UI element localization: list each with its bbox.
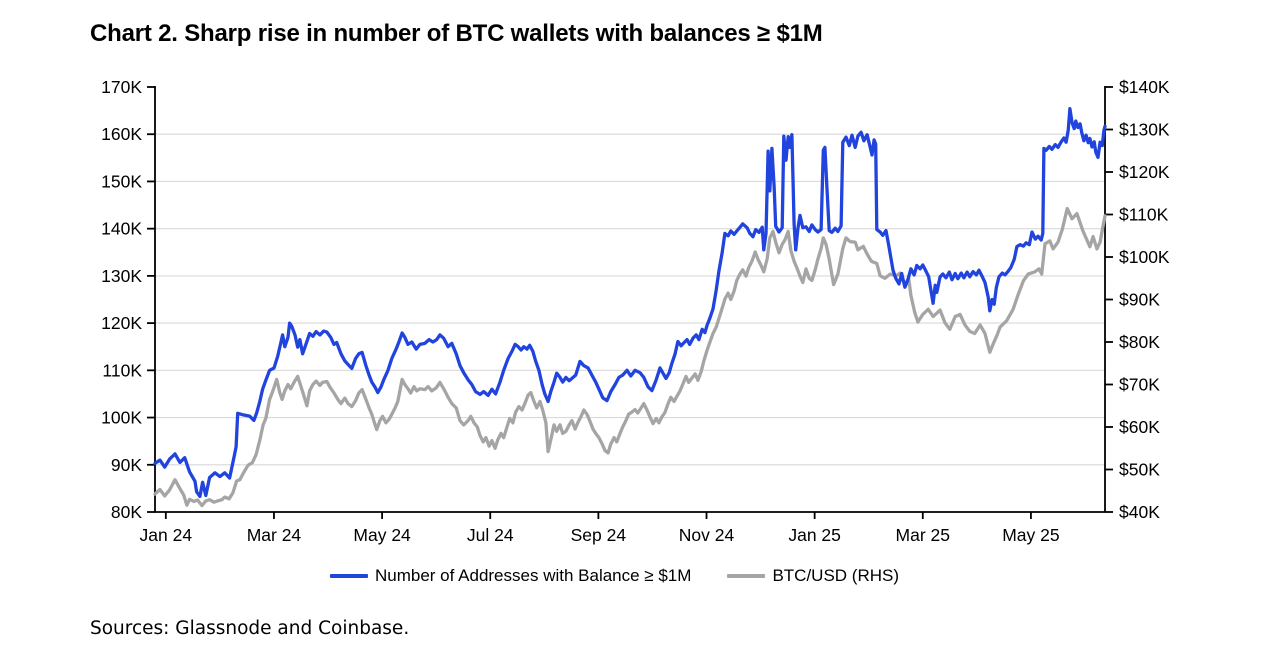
- addresses-line-swatch: [330, 574, 368, 578]
- right-axis-tick-label: $80K: [1119, 332, 1160, 352]
- chart-canvas: 80K 90K 100K 110K 120K 130K 140K 150K 160K 170K $4…: [101, 77, 1170, 545]
- left-axis-tick-label: 100K: [101, 408, 142, 428]
- left-axis-tick-label: 170K: [101, 77, 142, 97]
- left-axis-tick-label: 120K: [101, 313, 142, 333]
- chart-title: Chart 2. Sharp rise in number of BTC wal…: [90, 20, 823, 47]
- series-line-btcusd: [153, 206, 1107, 508]
- x-axis-tick-label: Jan 24: [140, 525, 193, 545]
- btcusd-line-swatch: [727, 574, 766, 578]
- x-axis-labels: Jan 24 Mar 24 May 24 Jul 24 Sep 24 Nov 24 Jan …: [140, 512, 1060, 545]
- series-line-addresses: [153, 107, 1107, 499]
- left-axis-labels: 80K 90K 100K 110K 120K 130K 140K 150K 160K 170K: [101, 77, 155, 522]
- right-axis-tick-label: $140K: [1119, 77, 1170, 97]
- axes: [154, 86, 1106, 513]
- left-axis-tick-label: 140K: [101, 219, 142, 239]
- x-axis-tick-label: May 25: [1002, 525, 1059, 545]
- left-axis-tick-label: 110K: [102, 360, 142, 380]
- legend: Number of Addresses with Balance ≥ $1M B…: [330, 566, 899, 586]
- left-axis-tick-label: 130K: [101, 266, 142, 286]
- source-note: Sources: Glassnode and Coinbase.: [90, 618, 410, 639]
- legend-item-btcusd: BTC/USD (RHS): [727, 566, 899, 586]
- left-axis-tick-label: 150K: [101, 171, 142, 191]
- right-axis-tick-label: $100K: [1119, 247, 1170, 267]
- gridlines: [155, 133, 1105, 466]
- right-axis-tick-label: $130K: [1119, 120, 1170, 140]
- left-axis-tick-label: 90K: [111, 455, 142, 475]
- right-axis-tick-label: $50K: [1119, 460, 1160, 480]
- left-axis-tick-label: 80K: [111, 502, 142, 522]
- right-axis-tick-label: $110K: [1119, 205, 1169, 225]
- x-axis-tick-label: Mar 25: [896, 525, 950, 545]
- x-axis-tick-label: Mar 24: [247, 525, 302, 545]
- left-axis-tick-label: 160K: [101, 124, 142, 144]
- legend-label-btcusd: BTC/USD (RHS): [772, 566, 899, 585]
- x-axis-tick-label: Jul 24: [467, 525, 514, 545]
- right-axis-tick-label: $120K: [1119, 162, 1170, 182]
- right-axis-tick-label: $40K: [1119, 502, 1160, 522]
- x-axis-tick-label: May 24: [353, 525, 411, 545]
- legend-item-addresses: Number of Addresses with Balance ≥ $1M: [330, 566, 691, 586]
- x-axis-tick-label: Nov 24: [679, 525, 735, 545]
- right-axis-tick-label: $60K: [1119, 417, 1160, 437]
- right-axis-tick-label: $70K: [1119, 375, 1160, 395]
- right-axis-tick-label: $90K: [1119, 290, 1160, 310]
- legend-label-addresses: Number of Addresses with Balance ≥ $1M: [375, 566, 692, 585]
- x-axis-tick-label: Sep 24: [571, 525, 627, 545]
- right-axis-labels: $40K $50K $60K $70K $80K $90K $100K $110K $120K $…: [1105, 77, 1170, 522]
- x-axis-tick-label: Jan 25: [788, 525, 841, 545]
